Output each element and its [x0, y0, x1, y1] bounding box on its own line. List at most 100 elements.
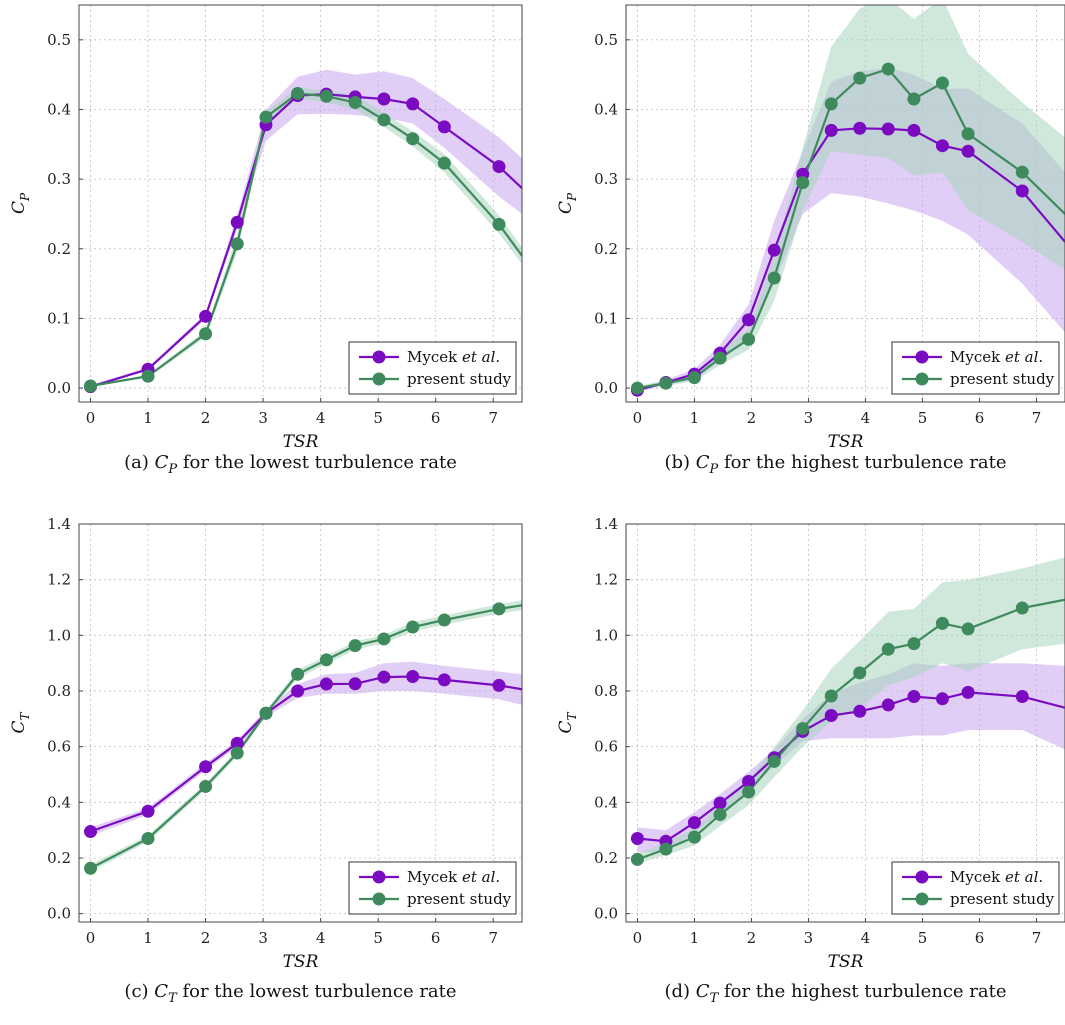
- data-point: [84, 861, 98, 875]
- x-tick-label: 7: [488, 409, 498, 427]
- data-point: [348, 677, 362, 691]
- data-point: [907, 637, 921, 651]
- legend-label: present study: [407, 370, 512, 388]
- data-point: [907, 123, 921, 137]
- x-tick-label: 3: [804, 409, 814, 427]
- uncertainty-band: [637, 663, 1065, 853]
- legend-marker: [915, 870, 929, 884]
- data-point: [377, 632, 391, 646]
- legend-label: present study: [950, 370, 1055, 388]
- data-point: [141, 832, 155, 846]
- x-tick-label: 6: [975, 929, 985, 947]
- panel-caption: (b) CP for the highest turbulence rate: [664, 452, 1006, 477]
- y-tick-label: 0.4: [47, 793, 71, 811]
- data-point: [437, 613, 451, 627]
- y-tick-label: 0.8: [594, 682, 618, 700]
- data-point: [630, 381, 644, 395]
- panel-caption: (a) CP for the lowest turbulence rate: [124, 452, 457, 477]
- x-tick-label: 5: [373, 409, 383, 427]
- uncertainty-band: [90, 661, 522, 836]
- data-point: [881, 642, 895, 656]
- y-tick-label: 0.1: [47, 309, 71, 327]
- data-point: [824, 123, 838, 137]
- y-tick-label: 0.2: [47, 849, 71, 867]
- legend-box: [891, 861, 1060, 915]
- data-point: [961, 127, 975, 141]
- panel-caption: (d) CT for the highest turbulence rate: [664, 981, 1006, 1006]
- data-point: [199, 309, 213, 323]
- plot-area: [84, 69, 522, 394]
- data-point: [935, 616, 949, 630]
- plot-frame: [78, 523, 523, 923]
- y-tick-label: 0.4: [594, 100, 618, 118]
- data-point: [259, 110, 273, 124]
- data-point: [796, 176, 810, 190]
- data-point: [630, 852, 644, 866]
- data-point: [437, 156, 451, 170]
- data-point: [141, 369, 155, 383]
- y-tick-label: 0.6: [47, 738, 71, 756]
- x-tick-label: 1: [143, 929, 153, 947]
- data-point: [853, 666, 867, 680]
- y-tick-label: 0.0: [47, 905, 71, 923]
- y-tick-label: 0.4: [594, 793, 618, 811]
- x-tick-label: 2: [747, 929, 757, 947]
- y-tick-label: 0.1: [594, 309, 618, 327]
- uncertainty-band: [637, 557, 1065, 864]
- y-tick-label: 1.4: [47, 515, 71, 533]
- data-point: [881, 122, 895, 136]
- y-tick-label: 1.0: [594, 626, 618, 644]
- data-point: [935, 76, 949, 90]
- data-point: [1015, 601, 1029, 615]
- x-tick-label: 7: [1032, 929, 1042, 947]
- data-point: [291, 667, 305, 681]
- plot-area: [630, 5, 1065, 397]
- data-point: [406, 97, 420, 111]
- data-point: [437, 120, 451, 134]
- x-tick-label: 0: [86, 409, 96, 427]
- data-point: [199, 327, 213, 341]
- legend-label: Mycek et al.: [407, 868, 500, 886]
- y-tick-label: 0.5: [47, 31, 71, 49]
- x-tick-label: 5: [373, 929, 383, 947]
- legend-box: [348, 341, 517, 395]
- y-tick-label: 0.2: [594, 240, 618, 258]
- data-point: [230, 746, 244, 760]
- data-point: [319, 89, 333, 103]
- data-point: [907, 92, 921, 106]
- y-tick-label: 0.5: [594, 31, 618, 49]
- legend-marker: [915, 372, 929, 386]
- data-point: [377, 92, 391, 106]
- data-point: [199, 760, 213, 774]
- x-tick-label: 0: [633, 409, 643, 427]
- data-point: [742, 785, 756, 799]
- data-point: [935, 139, 949, 153]
- legend-box: [348, 861, 517, 915]
- plot-area: [84, 600, 522, 875]
- y-axis-label: CT: [556, 712, 579, 734]
- data-point: [961, 144, 975, 158]
- data-point: [630, 832, 644, 846]
- data-point: [291, 86, 305, 100]
- uncertainty-band: [90, 69, 522, 387]
- data-point: [713, 351, 727, 365]
- data-point: [319, 653, 333, 667]
- x-tick-label: 6: [431, 409, 441, 427]
- y-axis-label: CP: [556, 192, 579, 214]
- legend-label: present study: [407, 890, 512, 908]
- x-tick-label: 4: [861, 929, 871, 947]
- x-tick-label: 2: [201, 929, 211, 947]
- y-tick-label: 0.4: [47, 100, 71, 118]
- data-point: [1015, 184, 1029, 198]
- data-point: [853, 704, 867, 718]
- x-tick-label: 4: [316, 929, 326, 947]
- data-point: [907, 690, 921, 704]
- data-point: [230, 736, 244, 750]
- legend-box: [891, 341, 1060, 395]
- y-tick-label: 1.0: [47, 626, 71, 644]
- y-axis-label: CT: [9, 712, 32, 734]
- panel-caption: (c) CT for the lowest turbulence rate: [124, 981, 456, 1006]
- data-point: [796, 722, 810, 736]
- data-point: [853, 71, 867, 85]
- x-tick-label: 2: [747, 409, 757, 427]
